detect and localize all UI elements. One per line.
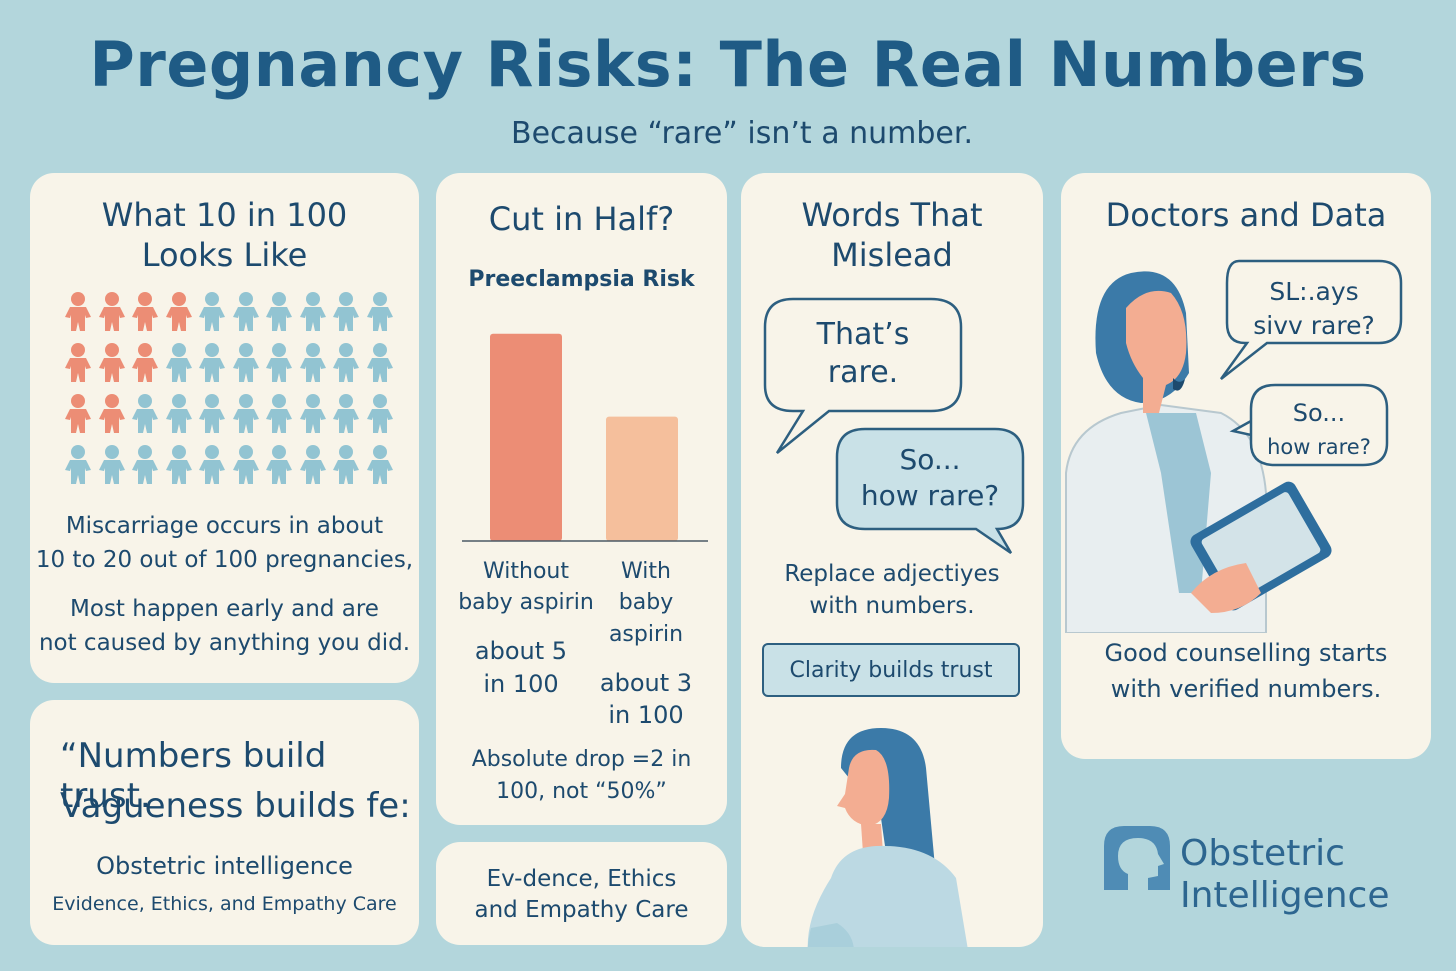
card3-title-line2: Mislead bbox=[831, 236, 953, 274]
person-icon bbox=[333, 394, 359, 433]
aspirin-card: Cut in Half? Preeclampsia Risk Without b… bbox=[436, 173, 727, 825]
bar-b-value-line1: about 3 bbox=[599, 669, 693, 697]
quote-tagline: Evidence, Ethics, and Empathy Care bbox=[52, 893, 397, 915]
evidence-line2: and Empathy Care bbox=[474, 897, 689, 923]
card1-body-line2: 10 to 20 out of 100 pregnancies, bbox=[35, 547, 414, 573]
person-icon bbox=[98, 343, 125, 382]
pregnant-woman-icon bbox=[807, 728, 968, 947]
evidence-card: Ev-dence, Ethics and Empathy Care bbox=[436, 842, 727, 945]
absolute-drop-note-line1: Absolute drop =2 in bbox=[471, 747, 692, 772]
person-icon bbox=[333, 343, 359, 382]
person-icon bbox=[199, 343, 225, 382]
person-icon bbox=[165, 343, 192, 382]
miscarriage-card: What 10 in 100 Looks Like Miscarriage oc… bbox=[30, 173, 419, 683]
bar-b-label-line3: aspirin bbox=[608, 622, 684, 647]
card4-body-line1: Good counselling starts bbox=[1104, 639, 1388, 667]
doctors-card: Doctors and Data SL:.ays sivv rare? So..… bbox=[1061, 173, 1431, 759]
absolute-drop-note-line2: 100, not “50%” bbox=[496, 779, 667, 804]
bubble2-line1: So... bbox=[899, 443, 961, 476]
bar-without-aspirin bbox=[490, 333, 562, 541]
card1-title-line2: Looks Like bbox=[141, 236, 308, 274]
bar-b-label-line2: baby bbox=[618, 590, 674, 615]
card2-title: Cut in Half? bbox=[488, 200, 675, 238]
person-icon bbox=[65, 445, 91, 484]
doctor-with-tablet-icon bbox=[1065, 259, 1403, 633]
person-icon bbox=[232, 292, 259, 331]
person-icon bbox=[165, 394, 192, 433]
person-icon bbox=[98, 445, 125, 484]
card1-body-line1: Miscarriage occurs in about bbox=[65, 513, 384, 539]
person-icon bbox=[266, 445, 292, 484]
person-icon bbox=[366, 445, 393, 484]
person-icon bbox=[165, 292, 192, 331]
person-icon bbox=[266, 343, 292, 382]
card1-title-line1: What 10 in 100 bbox=[101, 196, 348, 234]
quote-line1: “Numbers build trust. bbox=[60, 736, 327, 816]
bar-chart bbox=[462, 333, 708, 542]
person-icon bbox=[333, 445, 359, 484]
bubble2-line2: how rare? bbox=[860, 479, 1000, 512]
person-icon bbox=[299, 445, 326, 484]
bubble1-line1: That’s bbox=[816, 317, 910, 352]
card3-body-line1: Replace adjectiyes bbox=[784, 561, 1000, 587]
clarity-badge: Clarity builds trust bbox=[762, 643, 1020, 697]
page-subtitle: Because “rare” isn’t a number. bbox=[511, 116, 973, 151]
bar-with-aspirin bbox=[606, 416, 678, 541]
card4-title: Doctors and Data bbox=[1105, 196, 1387, 234]
person-icon bbox=[132, 292, 158, 331]
person-icon bbox=[98, 394, 125, 433]
card1-body-line4: not caused by anything you did. bbox=[38, 630, 411, 656]
person-icon bbox=[299, 292, 326, 331]
person-icon bbox=[232, 445, 259, 484]
person-icon bbox=[132, 343, 158, 382]
card1-body-line3: Most happen early and are bbox=[70, 596, 379, 622]
doctor-bubble2-line1: So... bbox=[1292, 399, 1346, 427]
bar-a-label-line2: baby aspirin bbox=[458, 590, 594, 615]
person-icon bbox=[299, 394, 326, 433]
bubble1-line2: rare. bbox=[827, 355, 899, 390]
person-icon bbox=[65, 292, 91, 331]
person-icon bbox=[132, 445, 158, 484]
person-icon bbox=[65, 394, 91, 433]
evidence-line1: Ev-dence, Ethics bbox=[486, 866, 677, 892]
person-icon bbox=[232, 343, 259, 382]
bar-a-value-line1: about 5 bbox=[474, 637, 568, 665]
person-icon bbox=[199, 394, 225, 433]
chart-title: Preeclampsia Risk bbox=[468, 267, 695, 292]
bar-b-value-line2: in 100 bbox=[608, 701, 684, 729]
quote-line2: Vagueness builds fe: bbox=[60, 786, 411, 826]
quote-org: Obstetric intelligence bbox=[96, 852, 353, 880]
card4-body-line2: with verified numbers. bbox=[1110, 675, 1382, 703]
bar-a-value-line2: in 100 bbox=[483, 670, 559, 698]
person-icon bbox=[299, 343, 326, 382]
card3-body-line2: with numbers. bbox=[809, 593, 975, 619]
page-title: Pregnancy Risks: The Real Numbers bbox=[89, 28, 1367, 101]
bar-a-label-line1: Without bbox=[483, 559, 569, 584]
person-icon bbox=[132, 394, 158, 433]
quote-card: “Numbers build trust. Vagueness builds f… bbox=[30, 700, 419, 945]
bar-b-label-line1: With bbox=[621, 559, 671, 584]
doctor-bubble1-line2: sivv rare? bbox=[1253, 311, 1375, 340]
words-card: Words That Mislead That’s rare. So... ho… bbox=[741, 173, 1043, 947]
logo-line1: Obstetric bbox=[1180, 833, 1345, 874]
logo-line2: Intelligence bbox=[1180, 875, 1390, 916]
person-icon bbox=[333, 292, 359, 331]
person-icon bbox=[366, 292, 393, 331]
person-icon bbox=[266, 394, 292, 433]
person-icon bbox=[98, 292, 125, 331]
person-icon bbox=[199, 292, 225, 331]
person-icon bbox=[165, 445, 192, 484]
person-icon bbox=[366, 343, 393, 382]
person-icon bbox=[232, 394, 259, 433]
doctor-bubble2-line2: how rare? bbox=[1267, 435, 1371, 459]
person-icon bbox=[366, 394, 393, 433]
person-icon bbox=[199, 445, 225, 484]
speech-bubble-icon bbox=[763, 297, 1025, 555]
person-icon bbox=[266, 292, 292, 331]
head-profile-icon bbox=[1104, 826, 1170, 890]
doctor-bubble1-line1: SL:.ays bbox=[1269, 277, 1359, 306]
person-icon bbox=[65, 343, 91, 382]
card3-title-line1: Words That bbox=[801, 196, 983, 234]
